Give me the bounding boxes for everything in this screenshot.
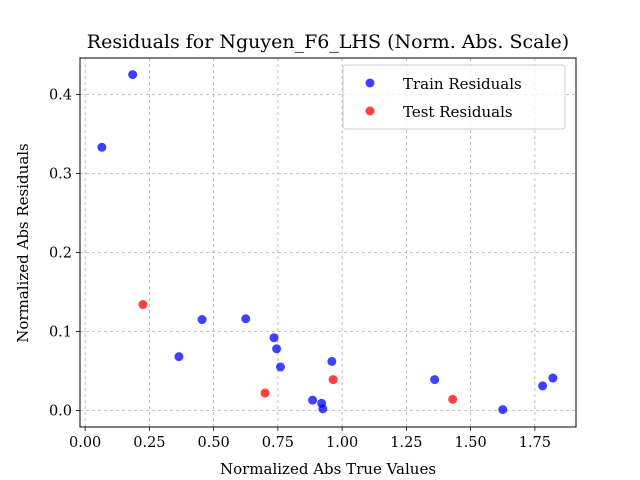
test-residual-point [328, 375, 338, 385]
y-tick-label: 0.1 [49, 324, 72, 340]
train-residual-point [498, 405, 508, 415]
train-residual-point [318, 404, 328, 414]
x-tick-label: 0.25 [133, 435, 165, 451]
legend-box [342, 64, 566, 130]
y-tick-label: 0.2 [49, 245, 72, 261]
y-tick-label: 0.4 [49, 87, 72, 103]
legend-label-train: Train Residuals [403, 75, 522, 93]
legend: Train Residuals Test Residuals [342, 64, 566, 130]
chart-title: Residuals for Nguyen_F6_LHS (Norm. Abs. … [87, 31, 569, 53]
y-tick-label: 0.3 [49, 166, 72, 182]
x-tick-label: 0.50 [197, 435, 229, 451]
train-residual-point [128, 70, 138, 80]
data-points [97, 70, 558, 415]
train-residual-point [275, 362, 285, 372]
legend-marker-test [365, 106, 375, 116]
legend-label-test: Test Residuals [403, 103, 513, 121]
x-tick-label: 0.75 [262, 435, 294, 451]
test-residual-point [138, 300, 148, 310]
x-tick-label: 1.50 [454, 435, 486, 451]
train-residual-point [97, 142, 107, 152]
test-residual-point [448, 394, 458, 404]
train-residual-point [548, 373, 558, 383]
train-residual-point [269, 333, 279, 343]
train-residual-point [174, 352, 184, 362]
x-tick-label: 1.75 [519, 435, 551, 451]
legend-marker-train [365, 78, 375, 88]
y-tick-label: 0.0 [49, 403, 72, 419]
plot-area-frame [79, 57, 577, 428]
x-tick-label: 1.00 [326, 435, 358, 451]
train-residual-point [197, 315, 207, 325]
x-tick-label: 0.00 [69, 435, 101, 451]
axis-ticks: 0.00 0.25 0.50 0.75 1.00 1.25 1.50 1.75 0.0 0.1 0.… [49, 87, 551, 451]
train-residual-point [538, 381, 548, 391]
x-tick-label: 1.25 [390, 435, 422, 451]
train-residual-point [430, 375, 440, 385]
y-axis-label: Normalized Abs Residuals [14, 143, 32, 343]
train-residual-point [327, 356, 337, 366]
train-residual-point [241, 314, 251, 324]
train-residual-point [272, 344, 282, 354]
test-residual-point [260, 388, 270, 398]
train-residual-point [308, 395, 318, 405]
x-axis-label: Normalized Abs True Values [220, 460, 436, 478]
